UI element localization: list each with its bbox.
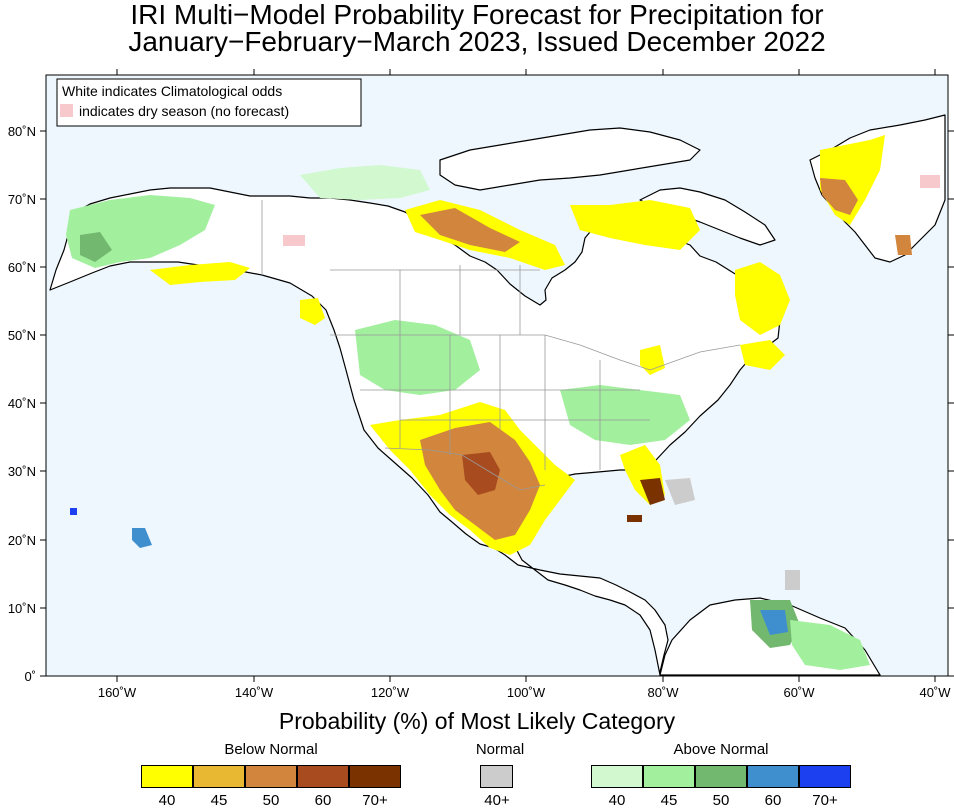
below-normal-label: Below Normal bbox=[224, 741, 318, 758]
above-50-swatch bbox=[695, 765, 747, 788]
greenland-moderate-zone bbox=[820, 178, 858, 215]
lat-label-0: 0˚ bbox=[24, 669, 36, 684]
lon-label-140w: 140˚W bbox=[235, 685, 274, 700]
dry-season-swatch bbox=[60, 104, 73, 117]
map-legend-box: White indicates Climatological odds indi… bbox=[56, 78, 362, 127]
hawaii-far-zone bbox=[70, 508, 77, 515]
arctic-islands-land bbox=[439, 127, 701, 191]
quebec-zone bbox=[735, 262, 790, 335]
lat-labels: 0˚ 10˚N 20˚N 30˚N 40˚N 50˚N 60˚N 70˚N 80… bbox=[8, 124, 36, 684]
map-frame bbox=[45, 74, 949, 677]
climatological-odds-note: White indicates Climatological odds bbox=[62, 83, 282, 99]
below-45-swatch bbox=[193, 765, 245, 788]
lat-label-50n: 50˚N bbox=[8, 328, 36, 343]
nova-scotia-zone bbox=[740, 340, 785, 370]
mid-atlantic-zone bbox=[640, 345, 665, 375]
us-mexico-border bbox=[384, 447, 546, 491]
above-tick-45: 45 bbox=[660, 792, 678, 809]
above-normal-label: Above Normal bbox=[673, 741, 769, 758]
bahamas-normal-zone bbox=[665, 478, 695, 505]
normal-label: Normal bbox=[475, 741, 525, 758]
boundary-lines bbox=[261, 200, 741, 491]
above-tick-40: 40 bbox=[608, 792, 626, 809]
lon-label-40w: 40˚W bbox=[919, 685, 951, 700]
dry-season-note: indicates dry season (no forecast) bbox=[79, 103, 289, 119]
above-normal-shading bbox=[66, 165, 870, 670]
below-tick-60: 60 bbox=[314, 792, 332, 809]
above-tick-70: 70+ bbox=[812, 792, 838, 809]
lat-label-10n: 10˚N bbox=[8, 601, 36, 616]
alaska-wet-moderate-zone bbox=[80, 232, 112, 262]
hawaii-zone bbox=[132, 528, 152, 548]
baffin-zone bbox=[570, 200, 700, 250]
map-title-line-1: IRI Multi−Model Probability Forecast for… bbox=[130, 0, 824, 30]
below-normal-shading bbox=[150, 135, 912, 555]
normal-tick-40: 40+ bbox=[484, 792, 510, 809]
venezuela-strong-zone bbox=[760, 610, 788, 635]
lat-label-70n: 70˚N bbox=[8, 192, 36, 207]
below-tick-50: 50 bbox=[262, 792, 280, 809]
dry-season-greenland-zone bbox=[920, 175, 940, 188]
brazil-north-zone bbox=[790, 620, 870, 670]
lat-ticks bbox=[40, 130, 954, 677]
below-tick-40: 40 bbox=[158, 792, 176, 809]
below-70-swatch bbox=[349, 765, 401, 788]
lat-label-30n: 30˚N bbox=[8, 464, 36, 479]
lon-label-160w: 160˚W bbox=[98, 685, 137, 700]
lat-label-80n: 80˚N bbox=[8, 124, 36, 139]
arctic-coast-zone bbox=[300, 165, 430, 200]
above-tick-50: 50 bbox=[712, 792, 730, 809]
us-state-lines bbox=[360, 335, 650, 470]
below-tick-70: 70+ bbox=[362, 792, 388, 809]
lon-label-60w: 60˚W bbox=[783, 685, 815, 700]
below-40-swatch bbox=[141, 765, 193, 788]
bc-coast-zone bbox=[300, 298, 325, 325]
canada-north-moderate-zone bbox=[420, 208, 520, 252]
greenland-east-zone bbox=[895, 235, 912, 255]
lat-label-40n: 40˚N bbox=[8, 396, 36, 411]
lon-ticks bbox=[116, 69, 936, 682]
lon-label-80w: 80˚W bbox=[647, 685, 679, 700]
above-70-swatch bbox=[799, 765, 851, 788]
alaska-south-zone bbox=[150, 262, 250, 285]
colorbar-title: Probability (%) of Most Likely Category bbox=[278, 708, 676, 734]
us-canada-border bbox=[330, 334, 741, 371]
lat-label-60n: 60˚N bbox=[8, 260, 36, 275]
below-tick-45: 45 bbox=[210, 792, 228, 809]
normal-40-swatch bbox=[480, 765, 513, 788]
caribbean-normal-zone bbox=[785, 570, 800, 590]
lon-labels: 160˚W 140˚W 120˚W 100˚W 80˚W 60˚W 40˚W bbox=[98, 685, 951, 700]
above-45-swatch bbox=[643, 765, 695, 788]
above-40-swatch bbox=[591, 765, 643, 788]
southwest-strong-zone bbox=[462, 452, 500, 495]
northern-plains-zone bbox=[355, 320, 480, 395]
above-tick-60: 60 bbox=[764, 792, 782, 809]
lat-label-20n: 20˚N bbox=[8, 533, 36, 548]
cuba-zone bbox=[627, 515, 642, 522]
dry-season-shading bbox=[283, 175, 940, 246]
map-title-line-2: January−February−March 2023, Issued Dece… bbox=[128, 26, 826, 57]
above-60-swatch bbox=[747, 765, 799, 788]
below-60-swatch bbox=[297, 765, 349, 788]
florida-strong-zone bbox=[640, 478, 665, 505]
canada-province-lines bbox=[330, 265, 540, 335]
ohio-valley-zone bbox=[560, 385, 690, 445]
normal-shading bbox=[665, 478, 800, 590]
lon-label-120w: 120˚W bbox=[371, 685, 410, 700]
lon-label-100w: 100˚W bbox=[507, 685, 546, 700]
dry-season-alaska-zone bbox=[283, 235, 305, 246]
below-50-swatch bbox=[245, 765, 297, 788]
